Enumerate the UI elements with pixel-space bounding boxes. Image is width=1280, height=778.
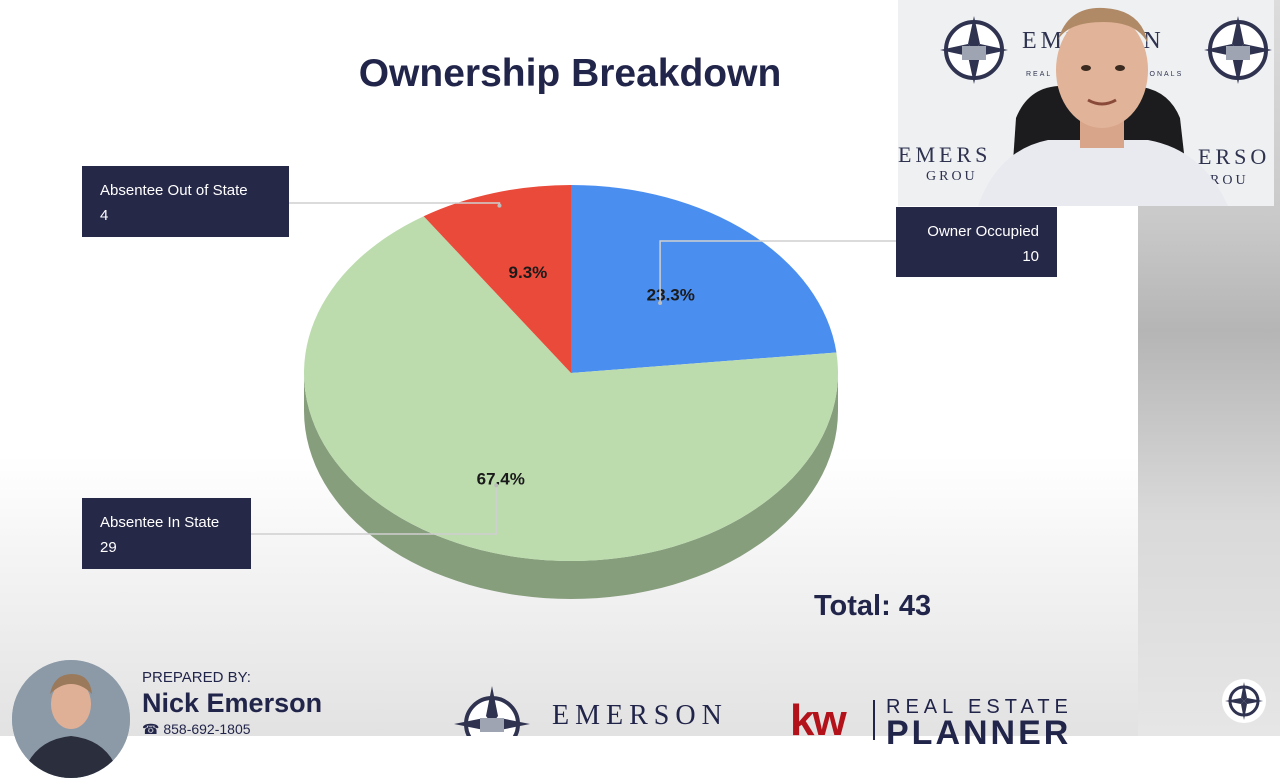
- pie-slice-owner-occupied: [571, 185, 837, 373]
- pie-percent-label: 23.3%: [647, 286, 695, 305]
- agent-phone: ☎ 858-692-1805: [142, 721, 251, 738]
- wall-brand-left: EMERS: [898, 142, 991, 167]
- prepared-by-label: PREPARED BY:: [142, 669, 251, 686]
- compass-logo-icon: [1222, 679, 1266, 723]
- label-absentee-out-of-state: Absentee Out of State 4: [82, 166, 289, 237]
- company-name: EMERSON: [552, 700, 728, 731]
- label-value: 4: [100, 207, 109, 224]
- label-name: Absentee In State: [100, 514, 220, 531]
- leader-line: [659, 240, 896, 303]
- compass-logo-icon: [454, 686, 530, 736]
- avatar-portrait: [12, 660, 130, 778]
- chart-title: Ownership Breakdown: [358, 52, 782, 95]
- label-owner-occupied: Owner Occupied 10: [896, 207, 1057, 277]
- label-name: Owner Occupied: [927, 223, 1039, 240]
- label-name: Absentee Out of State: [100, 182, 248, 199]
- pie-slice-absentee-in-state: [304, 216, 838, 561]
- webcam-scene: EMERSON REAL ESTATE PROFESSIONALS EMERS …: [898, 0, 1274, 206]
- kw-logo: kw: [790, 696, 847, 745]
- leader-dot: [494, 483, 499, 488]
- real-estate-label: REAL ESTATE: [886, 696, 1073, 718]
- label-absentee-in-state: Absentee In State 29: [82, 498, 251, 569]
- planner-label: PLANNER: [886, 714, 1072, 752]
- pie-slice-absentee-out-of-state: [423, 185, 571, 373]
- phone-icon: ☎: [142, 721, 160, 737]
- label-value: 29: [100, 539, 117, 556]
- avatar: [12, 660, 130, 778]
- logo-divider: [873, 700, 875, 740]
- wall-brand-right: ERSO: [1198, 144, 1270, 169]
- leader-line: [251, 485, 497, 535]
- leader-dot: [658, 300, 663, 305]
- pie-percent-label: 9.3%: [509, 263, 548, 282]
- wall-brand-left-sub: GROU: [926, 169, 978, 184]
- pie-percent-label: 67.4%: [477, 470, 525, 489]
- pie-side-absentee-in-state: [304, 373, 838, 599]
- compass-logo-icon: [940, 16, 1008, 84]
- pie-chart: 23.3% 67.4% 9.3%: [251, 185, 896, 599]
- agent-name: Nick Emerson: [142, 688, 323, 718]
- total-label: Total: 43: [814, 590, 932, 622]
- label-value: 10: [1022, 248, 1039, 265]
- leader-dot: [497, 203, 502, 208]
- wall-brand-right-sub: ROU: [1210, 173, 1249, 188]
- compass-logo-icon: [1204, 16, 1272, 84]
- phone-number: 858-692-1805: [163, 721, 251, 737]
- webcam-overlay: EMERSON REAL ESTATE PROFESSIONALS EMERS …: [898, 0, 1274, 206]
